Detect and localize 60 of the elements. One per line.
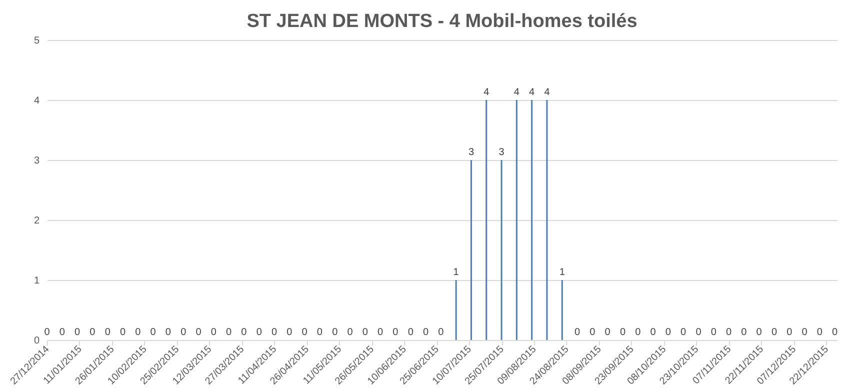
data-label: 0 bbox=[210, 327, 217, 338]
data-label: 0 bbox=[226, 327, 232, 338]
data-label: 0 bbox=[635, 327, 642, 338]
data-label: 1 bbox=[453, 267, 460, 278]
data-label: 0 bbox=[696, 327, 702, 338]
y-tick-label: 4 bbox=[34, 96, 40, 106]
data-label: 0 bbox=[438, 327, 444, 338]
data-label: 0 bbox=[347, 327, 354, 338]
data-label: 0 bbox=[74, 327, 81, 338]
data-label: 0 bbox=[256, 327, 262, 338]
data-label: 0 bbox=[832, 327, 838, 338]
data-label: 0 bbox=[150, 327, 156, 338]
data-label: 0 bbox=[286, 327, 293, 338]
data-label: 0 bbox=[710, 327, 717, 338]
data-label: 0 bbox=[620, 327, 626, 338]
data-label: 0 bbox=[378, 327, 384, 338]
data-label: 0 bbox=[196, 327, 202, 338]
chart-title: ST JEAN DE MONTS - 4 Mobil-homes toilés bbox=[246, 11, 638, 32]
data-label: 0 bbox=[165, 327, 172, 338]
data-label: 0 bbox=[104, 327, 111, 338]
data-label: 0 bbox=[680, 327, 687, 338]
data-label: 0 bbox=[771, 327, 778, 338]
y-tick-label: 0 bbox=[34, 336, 40, 346]
data-label: 0 bbox=[650, 327, 656, 338]
data-label: 3 bbox=[498, 147, 505, 158]
data-label: 0 bbox=[741, 327, 748, 338]
data-label: 0 bbox=[726, 327, 732, 338]
data-label: 0 bbox=[422, 327, 429, 338]
data-label: 0 bbox=[786, 327, 793, 338]
data-label: 0 bbox=[408, 327, 414, 338]
y-tick-label: 3 bbox=[34, 156, 40, 166]
y-tick-label: 5 bbox=[34, 36, 40, 46]
y-tick-label: 1 bbox=[34, 276, 40, 286]
y-tick-label: 2 bbox=[34, 216, 40, 226]
data-label: 0 bbox=[362, 327, 368, 338]
data-label: 0 bbox=[44, 327, 50, 338]
data-label: 0 bbox=[816, 327, 823, 338]
data-label: 0 bbox=[316, 327, 323, 338]
data-label: 0 bbox=[241, 327, 248, 338]
data-label: 0 bbox=[180, 327, 187, 338]
data-label: 4 bbox=[529, 87, 536, 98]
data-label: 4 bbox=[544, 87, 550, 98]
data-label: 0 bbox=[271, 327, 278, 338]
data-label: 1 bbox=[559, 267, 566, 278]
data-label: 4 bbox=[484, 87, 490, 98]
data-label: 0 bbox=[590, 327, 596, 338]
data-label: 0 bbox=[302, 327, 308, 338]
data-label: 0 bbox=[135, 327, 142, 338]
data-label: 0 bbox=[392, 327, 399, 338]
data-label: 0 bbox=[802, 327, 808, 338]
data-label: 4 bbox=[514, 87, 520, 98]
data-label: 0 bbox=[59, 327, 66, 338]
data-label: 0 bbox=[756, 327, 762, 338]
data-label: 0 bbox=[574, 327, 580, 338]
data-label: 0 bbox=[604, 327, 611, 338]
data-label: 0 bbox=[665, 327, 672, 338]
data-label: 3 bbox=[468, 147, 474, 158]
data-label: 0 bbox=[90, 327, 96, 338]
data-label: 0 bbox=[120, 327, 126, 338]
data-label: 0 bbox=[332, 327, 338, 338]
